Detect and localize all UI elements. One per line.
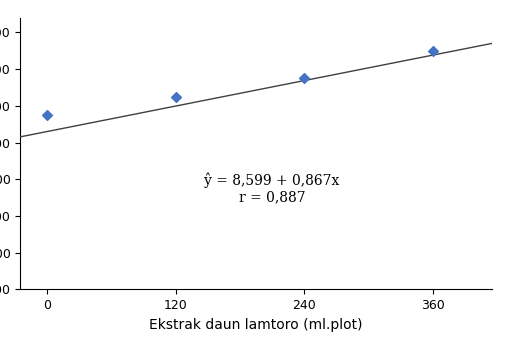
Text: ŷ = 8,599 + 0,867x
r = 0,887: ŷ = 8,599 + 0,867x r = 0,887 [204,173,340,204]
X-axis label: Ekstrak daun lamtoro (ml.plot): Ekstrak daun lamtoro (ml.plot) [149,318,363,332]
Point [300,76,308,81]
Point [43,112,51,118]
Point [429,48,437,54]
Point [171,94,179,100]
